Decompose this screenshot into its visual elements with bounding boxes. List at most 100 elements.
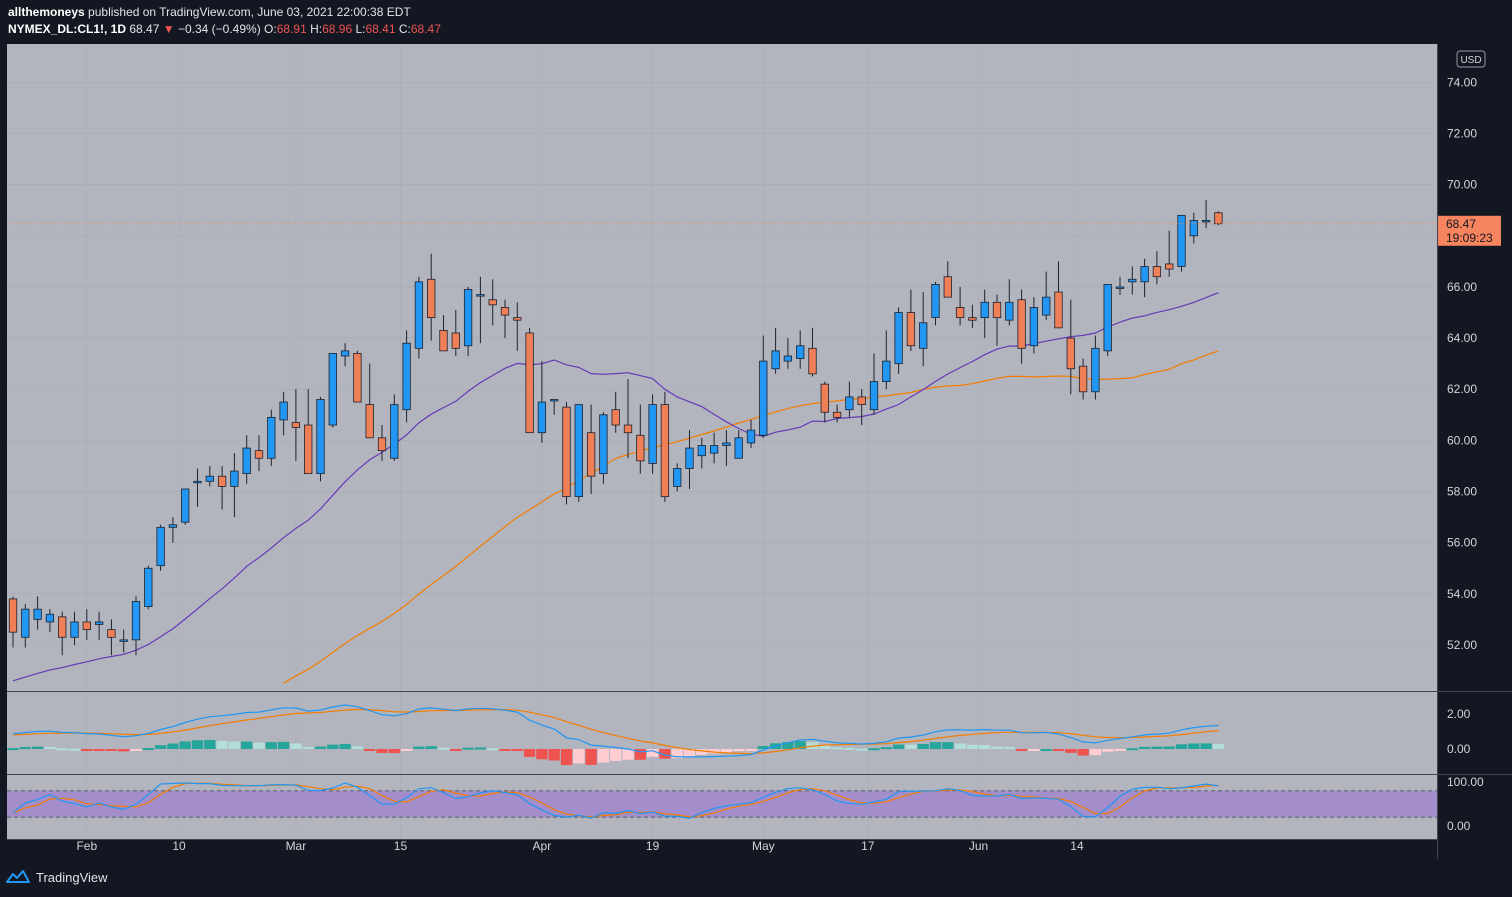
candle xyxy=(390,394,399,461)
macd-hist-bar xyxy=(683,749,696,757)
candle xyxy=(340,343,350,367)
macd-indicator xyxy=(7,704,1225,766)
candle-body xyxy=(439,330,448,352)
candle-body xyxy=(94,621,104,625)
macd-hist-bar xyxy=(979,745,991,749)
time-tick-label: 15 xyxy=(394,839,408,853)
macd-hist-bar xyxy=(474,747,487,750)
candle-body xyxy=(1005,301,1014,321)
candle-body xyxy=(660,404,670,498)
candle-body xyxy=(599,414,608,475)
low-value: 68.41 xyxy=(365,22,396,36)
currency-label: USD xyxy=(1460,55,1481,66)
price-pane[interactable] xyxy=(7,44,1437,691)
macd-hist-bar xyxy=(1163,746,1175,749)
candle xyxy=(906,289,916,351)
macd-hist-bar xyxy=(450,749,462,751)
candle xyxy=(550,399,559,415)
macd-hist-bar xyxy=(708,749,720,754)
footer-brand[interactable]: TradingView xyxy=(6,869,108,885)
macd-hist-bar xyxy=(646,749,659,757)
close-label: C: xyxy=(398,22,411,36)
candle xyxy=(1091,335,1100,400)
candle-body xyxy=(70,621,79,638)
time-tick-label: 17 xyxy=(861,839,875,853)
candle xyxy=(759,335,768,438)
macd-hist-bar xyxy=(782,742,794,749)
macd-hist-bar xyxy=(1200,743,1212,749)
candle-body xyxy=(33,608,42,620)
price-tick-label: 66.00 xyxy=(1447,280,1477,294)
candle xyxy=(968,304,977,328)
macd-hist-bar xyxy=(831,747,843,750)
candle xyxy=(992,294,1002,346)
macd-hist-bar xyxy=(536,749,548,760)
candle xyxy=(586,404,596,495)
macd-hist-bar xyxy=(93,749,105,751)
candle xyxy=(1066,299,1075,395)
macd-hist-bar xyxy=(499,749,511,751)
candle-body xyxy=(648,404,657,464)
candle xyxy=(353,350,362,403)
candle xyxy=(943,261,952,298)
candle-body xyxy=(537,401,547,434)
candle xyxy=(1140,258,1149,298)
countdown-text: 19:09:23 xyxy=(1446,231,1493,245)
macd-hist-bar xyxy=(327,744,339,749)
macd-hist-bar xyxy=(241,741,253,749)
macd-hist-bar xyxy=(1040,748,1052,751)
time-tick-label: 14 xyxy=(1070,839,1084,853)
candle-body xyxy=(1054,291,1063,329)
candle xyxy=(1189,212,1198,244)
candle xyxy=(463,286,473,356)
macd-hist-bar xyxy=(1052,749,1065,751)
candle-body xyxy=(500,307,510,316)
candle-body xyxy=(746,429,756,444)
candle-body xyxy=(1214,212,1223,225)
candle-body xyxy=(697,445,706,457)
candle-body xyxy=(611,409,620,426)
candle xyxy=(21,604,30,648)
candle xyxy=(328,353,337,428)
macd-hist-bar xyxy=(302,747,314,750)
candle-body xyxy=(955,307,965,319)
macd-hist-bar xyxy=(1212,743,1225,749)
candle xyxy=(291,389,301,461)
time-tick-label: 19 xyxy=(646,839,660,853)
candle-body xyxy=(808,347,817,375)
candle xyxy=(181,488,190,525)
macd-hist-bar xyxy=(179,741,191,749)
macd-hist-bar xyxy=(794,741,806,749)
macd-hist-bar xyxy=(400,749,413,751)
macd-hist-bar xyxy=(1114,749,1126,751)
macd-hist-bar xyxy=(253,742,265,749)
candle xyxy=(1054,261,1063,329)
currency-badge[interactable]: USD xyxy=(1456,50,1486,68)
candle-body xyxy=(168,524,178,528)
grid-lines xyxy=(7,44,1437,839)
macd-tick-label: 0.00 xyxy=(1447,742,1471,756)
candle-body xyxy=(857,396,866,405)
candle-body xyxy=(771,350,780,370)
macd-hist-bar xyxy=(1028,749,1040,751)
macd-hist-bar xyxy=(1188,743,1200,749)
candle xyxy=(1029,297,1039,354)
macd-pane[interactable] xyxy=(7,692,1437,774)
macd-hist-bar xyxy=(560,749,573,766)
macd-hist-bar xyxy=(523,749,536,757)
candle-body xyxy=(82,621,91,631)
candle xyxy=(832,404,842,423)
price-axis[interactable]: 74.0072.0070.0068.0066.0064.0062.0060.00… xyxy=(1447,75,1484,833)
candle xyxy=(599,412,608,484)
time-axis[interactable]: Feb 10 Mar 15 Apr 19 May 17 Jun 14 xyxy=(76,839,1083,853)
candle-body xyxy=(734,437,743,459)
candle xyxy=(980,289,989,339)
candle xyxy=(746,419,756,449)
candle-body xyxy=(144,567,153,608)
macd-hist-bar xyxy=(573,749,585,764)
candle xyxy=(476,276,485,344)
symbol-name[interactable]: NYMEX_DL:CL1!, 1D xyxy=(8,22,127,36)
author-name[interactable]: allthemoneys xyxy=(8,5,85,19)
candle-body xyxy=(1042,296,1051,316)
